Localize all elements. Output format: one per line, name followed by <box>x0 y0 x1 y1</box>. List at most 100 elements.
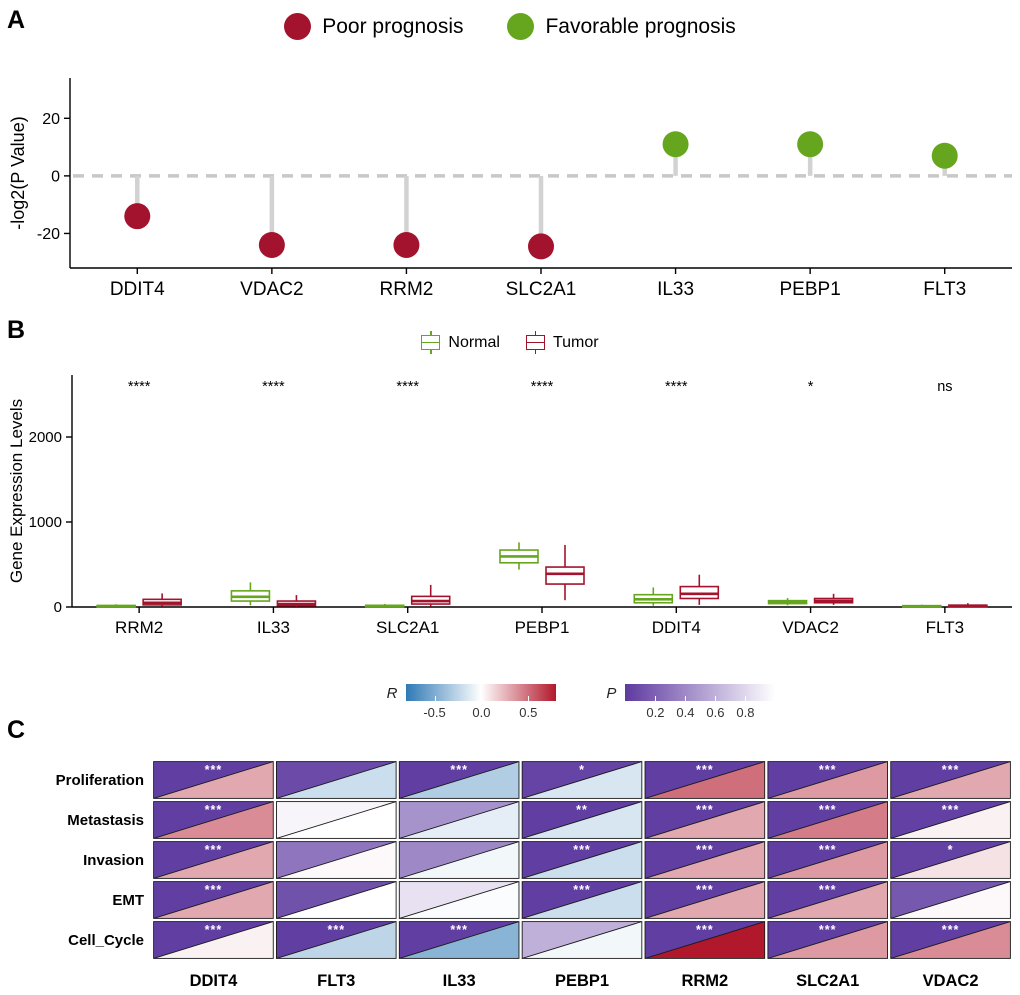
cell-diagonal <box>890 801 1011 839</box>
cell-diagonal <box>644 761 765 799</box>
row-label-EMT: EMT <box>112 892 144 909</box>
cell-border <box>890 921 1011 959</box>
gene-label-VDAC2: VDAC2 <box>782 618 839 637</box>
gene-label-FLT3: FLT3 <box>926 618 964 637</box>
cell-border <box>276 921 397 959</box>
significance-IL33: **** <box>262 379 285 395</box>
cell-border <box>644 801 766 839</box>
gradient-tick-label: 0.5 <box>519 705 538 720</box>
gene-label-SLC2A1: SLC2A1 <box>376 618 439 637</box>
cell-border <box>890 841 1011 879</box>
cell-diagonal <box>644 881 765 919</box>
cell-significance-Cell_Cycle-DDIT4: *** <box>205 923 223 937</box>
cell-border <box>890 881 1011 919</box>
cell-border <box>276 801 397 839</box>
r-legend: R -0.5 0.0 0.5 <box>387 684 557 720</box>
cell-significance-Invasion-PEBP1: *** <box>573 843 591 857</box>
prognosis-lollipop-chart: -20 0 20 -log2(P Value) DDIT4 VDAC2 RRM2 SLC2A1… <box>8 78 1012 300</box>
normal-boxplot-key-icon <box>421 331 441 354</box>
gradient-tickmark <box>655 696 657 701</box>
cell-diagonal <box>890 921 1011 959</box>
p-legend-label: P <box>606 685 617 702</box>
cell-diagonal <box>644 921 765 959</box>
cell-border <box>521 841 643 879</box>
gradient-tick-label: 0.2 <box>646 705 665 720</box>
cell-border <box>398 841 520 879</box>
cell-diagonal <box>890 841 1011 879</box>
legend-item-poor-prognosis: Poor prognosis <box>284 13 463 40</box>
column-label-VDAC2: VDAC2 <box>923 972 979 990</box>
y-tick-label: 2000 <box>29 429 62 446</box>
cell-border <box>767 761 888 799</box>
cell-significance-Invasion-VDAC2: * <box>948 843 954 857</box>
cell-diagonal <box>522 761 642 799</box>
cell-border <box>398 801 520 839</box>
cell-diagonal <box>153 921 274 959</box>
gene-label-PEBP1: PEBP1 <box>515 618 570 637</box>
cell-significance-Cell_Cycle-VDAC2: *** <box>942 923 960 937</box>
cell-border <box>398 921 520 959</box>
cell-diagonal <box>522 801 642 839</box>
row-label-Invasion: Invasion <box>83 852 144 869</box>
y-tick-label: 1000 <box>29 514 62 531</box>
legend-item-favorable-prognosis: Favorable prognosis <box>507 13 736 40</box>
gradient-tickmark <box>528 696 530 701</box>
cell-diagonal <box>644 841 765 879</box>
cell-border <box>521 801 643 839</box>
cell-significance-Proliferation-VDAC2: *** <box>942 763 960 777</box>
r-gradient-bar: -0.5 0.0 0.5 <box>406 684 557 720</box>
cell-border <box>398 761 520 799</box>
y-tick-label: -20 <box>37 226 60 243</box>
cell-significance-Metastasis-RRM2: *** <box>696 803 714 817</box>
cell-diagonal <box>767 881 888 919</box>
significance-FLT3: ns <box>937 379 952 395</box>
poor-prognosis-label: Poor prognosis <box>322 14 464 38</box>
cell-diagonal <box>767 801 888 839</box>
cell-significance-Metastasis-SLC2A1: *** <box>819 803 837 817</box>
normal-label: Normal <box>448 333 500 351</box>
cell-border <box>276 841 397 879</box>
row-label-Cell_Cycle: Cell_Cycle <box>68 932 144 949</box>
gradient-tick-label: 0.8 <box>736 705 755 720</box>
row-label-Proliferation: Proliferation <box>56 772 144 789</box>
cell-border <box>644 881 766 919</box>
gene-label-SLC2A1: SLC2A1 <box>506 279 577 300</box>
cell-significance-Invasion-RRM2: *** <box>696 843 714 857</box>
cell-border <box>153 881 274 919</box>
gene-label-FLT3: FLT3 <box>923 279 966 300</box>
cell-diagonal <box>276 761 397 799</box>
cell-significance-Proliferation-DDIT4: *** <box>205 763 223 777</box>
panel-a-label: A <box>7 6 26 34</box>
y-tick-label: 0 <box>51 168 60 185</box>
gene-label-IL33: IL33 <box>657 279 694 300</box>
p-legend: P 0.2 0.4 0.6 0.8 <box>606 684 776 720</box>
dot-SLC2A1 <box>528 233 554 260</box>
cell-diagonal <box>276 801 397 839</box>
cell-diagonal <box>276 881 397 919</box>
gene-label-RRM2: RRM2 <box>380 279 434 300</box>
gradient-tickmark <box>481 696 483 701</box>
cell-significance-EMT-PEBP1: *** <box>573 883 591 897</box>
expression-legend: Normal Tumor <box>0 331 1020 354</box>
cell-diagonal <box>399 801 520 839</box>
significance-VDAC2: * <box>808 379 814 395</box>
gene-label-RRM2: RRM2 <box>115 618 163 637</box>
gene-label-DDIT4: DDIT4 <box>652 618 701 637</box>
y-axis-title: -log2(P Value) <box>8 116 28 229</box>
dot-VDAC2 <box>258 231 285 258</box>
cell-diagonal <box>890 881 1011 919</box>
gradient-tickmark <box>434 696 436 701</box>
cell-diagonal <box>276 921 397 959</box>
correlation-legends: R -0.5 0.0 0.5 P 0.2 0.4 0.6 0.8 <box>150 684 1012 720</box>
cell-diagonal <box>522 921 642 959</box>
column-label-RRM2: RRM2 <box>681 972 728 990</box>
cell-border <box>767 881 888 919</box>
column-label-FLT3: FLT3 <box>317 972 355 990</box>
column-label-IL33: IL33 <box>443 972 476 990</box>
significance-RRM2: **** <box>128 379 151 395</box>
cell-diagonal <box>153 801 274 839</box>
cell-significance-Proliferation-PEBP1: * <box>579 763 585 777</box>
y-tick-label: 20 <box>42 111 60 128</box>
cell-border <box>767 921 888 959</box>
significance-SLC2A1: **** <box>396 379 419 395</box>
